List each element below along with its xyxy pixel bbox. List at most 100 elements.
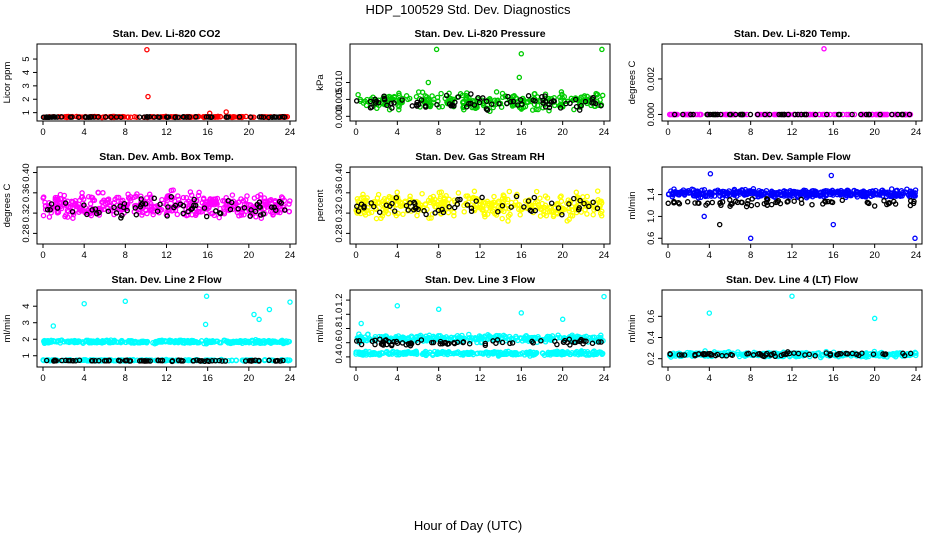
data-point	[408, 340, 414, 346]
data-point	[46, 214, 53, 220]
data-point	[789, 293, 795, 299]
data-point	[394, 189, 400, 196]
data-point	[594, 91, 601, 98]
data-point	[243, 113, 249, 120]
data-point	[152, 357, 159, 364]
data-point	[400, 211, 406, 218]
data-point	[426, 215, 432, 221]
data-point	[247, 114, 254, 120]
x-tick-label: 8	[748, 250, 753, 261]
data-point	[188, 192, 195, 199]
data-points	[353, 293, 607, 359]
data-point	[690, 187, 697, 193]
data-point	[258, 114, 265, 120]
data-point	[509, 340, 516, 346]
data-point	[132, 205, 139, 211]
data-point	[863, 354, 869, 360]
data-point	[40, 212, 47, 219]
x-tick-label: 24	[285, 373, 296, 384]
data-point	[443, 92, 450, 99]
data-point	[739, 111, 745, 118]
data-point	[252, 208, 259, 215]
data-point	[686, 189, 693, 196]
data-point	[897, 193, 904, 199]
data-point	[154, 208, 161, 214]
data-point	[216, 357, 223, 364]
data-point	[539, 200, 545, 207]
data-point	[180, 203, 187, 209]
data-point	[870, 351, 877, 357]
x-tick-label: 0	[665, 127, 670, 138]
data-point	[569, 213, 576, 219]
data-point	[696, 111, 703, 118]
data-point	[884, 201, 890, 208]
panel-title: Stan. Dev. Line 4 (LT) Flow	[726, 274, 859, 286]
data-point	[170, 207, 176, 213]
x-tick-label: 4	[82, 127, 87, 138]
data-point	[890, 190, 897, 197]
data-point	[513, 193, 520, 200]
data-point	[750, 352, 757, 358]
data-point	[749, 196, 755, 202]
x-tick-label: 4	[707, 373, 712, 384]
data-point	[196, 206, 202, 212]
data-point	[809, 188, 815, 194]
x-tick-label: 16	[202, 373, 213, 384]
data-point	[486, 333, 493, 339]
data-point	[387, 203, 393, 209]
data-point	[667, 351, 673, 357]
data-point	[434, 101, 440, 108]
panel-frame	[36, 289, 297, 368]
data-point	[912, 235, 918, 242]
data-point	[552, 338, 558, 345]
data-point	[360, 194, 366, 201]
x-tick-label: 16	[828, 373, 839, 384]
data-point	[584, 193, 590, 200]
data-point	[564, 218, 570, 224]
data-point	[54, 205, 61, 211]
data-point	[199, 200, 206, 206]
data-point	[180, 210, 186, 217]
data-point	[887, 193, 894, 200]
data-point	[864, 199, 871, 206]
data-point	[354, 203, 360, 210]
data-point	[480, 102, 487, 109]
data-point	[504, 196, 511, 203]
data-point	[175, 114, 181, 120]
data-point	[525, 93, 532, 99]
data-point	[403, 93, 410, 99]
data-point	[846, 111, 852, 118]
data-point	[468, 100, 474, 107]
data-point	[125, 195, 132, 201]
data-point	[101, 197, 107, 203]
data-point	[227, 206, 234, 213]
data-point	[363, 352, 370, 358]
data-point	[464, 95, 470, 101]
data-point	[450, 350, 457, 357]
data-point	[101, 358, 108, 364]
data-point	[413, 335, 419, 341]
data-point	[744, 201, 751, 207]
data-point	[121, 114, 128, 120]
data-point	[222, 358, 229, 364]
data-point	[900, 350, 906, 357]
data-point	[823, 350, 830, 356]
data-point	[455, 196, 461, 203]
data-point	[468, 205, 475, 211]
y-tick-label: 1	[21, 110, 32, 115]
data-point	[505, 93, 511, 100]
data-point	[592, 205, 598, 211]
data-point	[446, 196, 452, 203]
data-point	[40, 357, 47, 364]
data-point	[601, 293, 607, 300]
data-point	[448, 334, 455, 341]
data-point	[79, 357, 86, 363]
data-point	[533, 188, 540, 195]
data-point	[491, 193, 497, 200]
x-tick-label: 4	[395, 373, 400, 384]
data-point	[578, 336, 584, 343]
data-point	[238, 212, 245, 218]
data-point	[821, 46, 827, 52]
data-point	[599, 350, 606, 357]
data-point	[443, 192, 449, 199]
